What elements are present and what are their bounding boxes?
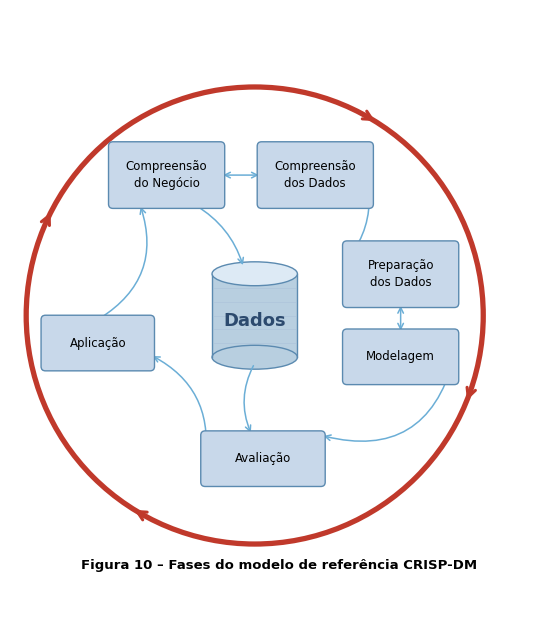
Text: Preparação
dos Dados: Preparação dos Dados: [367, 259, 434, 289]
FancyBboxPatch shape: [343, 329, 459, 384]
FancyBboxPatch shape: [108, 142, 225, 208]
FancyBboxPatch shape: [343, 241, 459, 308]
FancyBboxPatch shape: [201, 431, 325, 487]
FancyBboxPatch shape: [257, 142, 373, 208]
Text: Modelagem: Modelagem: [366, 350, 435, 363]
Text: Aplicação: Aplicação: [69, 337, 126, 350]
Ellipse shape: [212, 345, 297, 369]
Ellipse shape: [212, 262, 297, 286]
Text: Avaliação: Avaliação: [235, 452, 291, 465]
Text: Dados: Dados: [224, 312, 286, 330]
Bar: [212, 274, 297, 357]
Text: Compreensão
dos Dados: Compreensão dos Dados: [274, 161, 356, 190]
Text: Figura 10 – Fases do modelo de referência CRISP-DM: Figura 10 – Fases do modelo de referênci…: [82, 559, 477, 572]
Text: Compreensão
do Negócio: Compreensão do Negócio: [126, 161, 207, 190]
FancyBboxPatch shape: [41, 315, 154, 371]
